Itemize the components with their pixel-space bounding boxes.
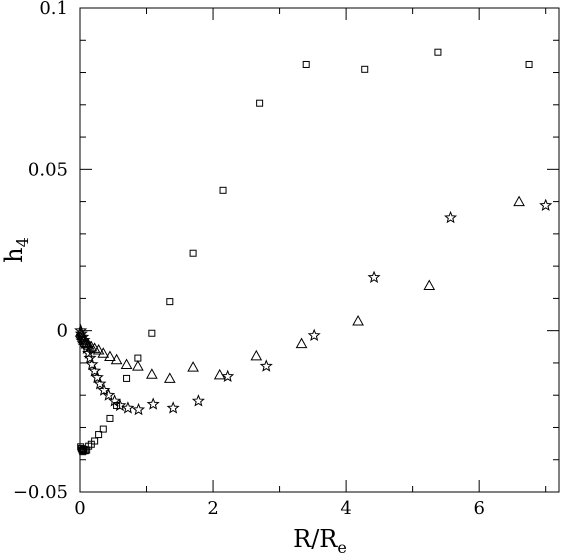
plot-frame [79, 7, 560, 493]
triangle-marker [120, 358, 133, 370]
star-marker [97, 383, 111, 396]
y-axis-label-subscript: 4 [13, 237, 32, 247]
star-marker [102, 388, 116, 401]
x-tick-label: 0 [74, 498, 85, 519]
star-marker [307, 328, 321, 342]
star-marker [113, 398, 127, 412]
square-marker [525, 60, 533, 68]
square-marker [83, 446, 91, 454]
triangle-marker [295, 337, 308, 349]
square-marker [106, 414, 114, 422]
triangle-marker [132, 360, 144, 371]
star-marker [191, 394, 205, 407]
star-marker [93, 377, 107, 390]
star-marker [90, 370, 104, 383]
y-tick-label: 0.05 [28, 159, 68, 180]
square-marker [91, 437, 99, 445]
square-marker [219, 186, 227, 194]
triangle-marker [92, 343, 105, 355]
triangle-marker [104, 350, 116, 361]
star-marker [83, 351, 97, 364]
star-marker [77, 333, 91, 346]
x-axis-label: R/Re [293, 525, 347, 557]
y-axis-label: h4 [0, 237, 32, 263]
star-marker [88, 364, 102, 377]
triangle-marker [187, 361, 199, 372]
y-tick-label: −0.05 [13, 482, 68, 503]
star-marker [80, 341, 94, 354]
square-marker [95, 431, 103, 439]
star-marker [74, 327, 88, 340]
data-points [74, 48, 553, 456]
triangle-marker [352, 314, 364, 326]
triangle-marker [513, 195, 525, 207]
star-marker [74, 323, 88, 337]
star-marker [166, 401, 180, 414]
star-marker [259, 359, 273, 372]
star-marker [132, 402, 146, 416]
triangle-marker [146, 368, 158, 379]
square-marker [256, 99, 264, 107]
triangle-marker [163, 372, 176, 383]
triangle-marker [250, 349, 263, 361]
square-marker [434, 48, 442, 56]
y-tick-label: 0.1 [39, 0, 68, 19]
x-tick-label: 4 [340, 498, 351, 519]
star-marker [85, 357, 99, 371]
square-marker [189, 249, 197, 257]
square-marker [148, 329, 156, 337]
square-marker [166, 298, 174, 306]
star-marker [444, 210, 458, 224]
square-marker [99, 425, 107, 433]
x-tick-label: 6 [473, 498, 484, 519]
square-marker [123, 374, 131, 382]
star-marker [146, 397, 160, 410]
star-marker [367, 270, 381, 283]
triangle-marker [97, 347, 110, 358]
star-marker [121, 401, 135, 414]
triangle-marker [110, 353, 123, 365]
triangle-marker [423, 279, 436, 290]
square-marker [302, 60, 310, 68]
square-marker [361, 65, 369, 73]
star-marker [221, 369, 235, 383]
x-axis-label-main: R/R [293, 525, 338, 553]
axis-ticks [79, 7, 559, 493]
y-axis-label-main: h [0, 247, 28, 262]
tick-labels: 0 2 4 6 −0.05 0 0.05 0.1 [13, 0, 485, 519]
y-tick-label: 0 [57, 321, 68, 342]
star-marker [76, 330, 90, 343]
x-axis-label-subscript: e [337, 538, 346, 557]
x-tick-label: 2 [207, 498, 218, 519]
star-marker [539, 198, 553, 212]
